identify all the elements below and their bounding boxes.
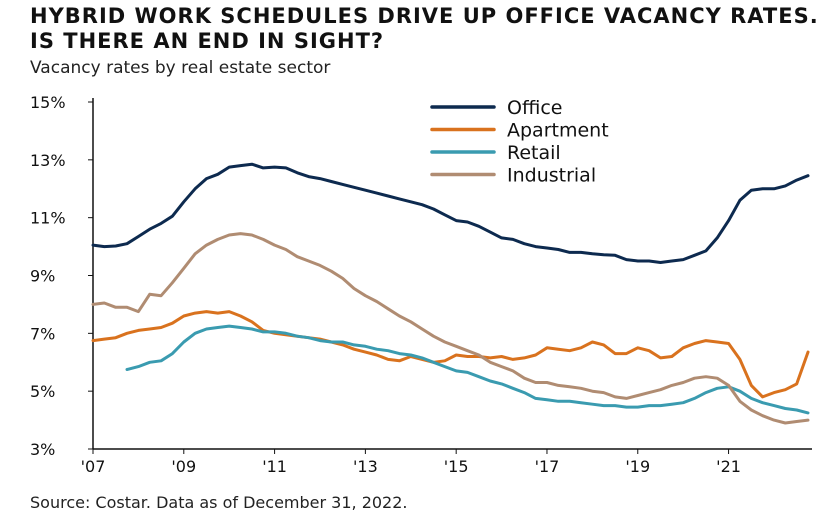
x-tick-label: '15	[444, 457, 469, 476]
legend-label-office: Office	[507, 97, 562, 119]
chart-subtitle: Vacancy rates by real estate sector	[30, 58, 331, 78]
y-tick-label: 7%	[30, 324, 55, 343]
legend-label-apartment: Apartment	[507, 120, 609, 142]
y-tick-label: 15%	[30, 93, 66, 112]
legend-label-retail: Retail	[507, 142, 561, 164]
x-tick-label: '09	[171, 457, 196, 476]
y-tick-label: 9%	[30, 267, 55, 286]
x-tick-label: '07	[81, 457, 106, 476]
x-tick-label: '19	[625, 457, 650, 476]
chart-title: HYBRID WORK SCHEDULES DRIVE UP OFFICE VA…	[30, 4, 819, 53]
y-tick-label: 11%	[30, 209, 66, 228]
chart-series	[91, 162, 810, 425]
y-tick-label: 5%	[30, 382, 55, 401]
series-line-office	[91, 162, 810, 264]
y-tick-label: 13%	[30, 151, 66, 170]
legend-label-industrial: Industrial	[507, 165, 596, 187]
x-tick-label: '21	[716, 457, 741, 476]
x-tick-label: '17	[535, 457, 560, 476]
x-tick-label: '13	[353, 457, 378, 476]
y-tick-label: 3%	[30, 440, 55, 459]
x-tick-label: '11	[262, 457, 287, 476]
chart-axes: 3% 5% 7% 9% 11% 13% 15% '07 '09 '11 '13 '15 '17 '19 '2…	[30, 93, 812, 476]
source-note: Source: Costar. Data as of December 31, …	[30, 493, 408, 512]
series-line-apartment	[91, 310, 810, 399]
series-line-industrial	[91, 232, 810, 425]
series-line-retail	[125, 324, 810, 415]
